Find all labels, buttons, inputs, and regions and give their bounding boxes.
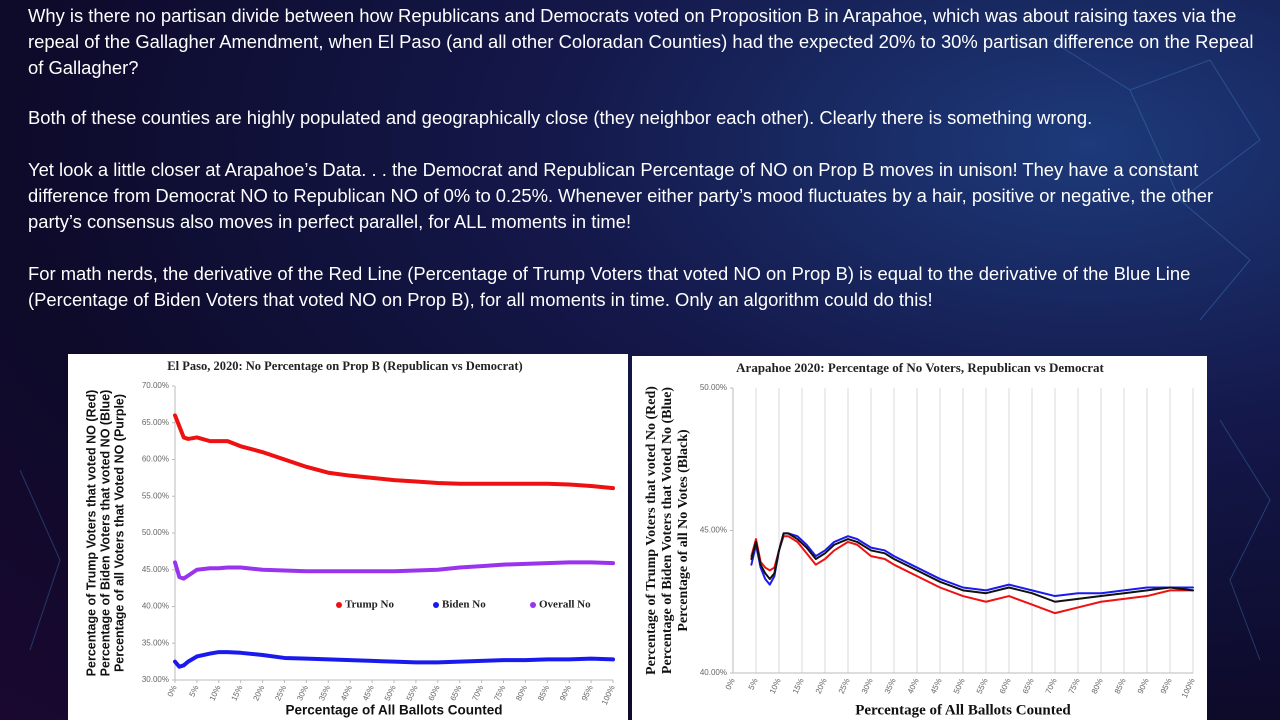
series-line: [750, 532, 1194, 603]
y-axis-label: Percentage of Trump Voters that voted NO…: [84, 390, 98, 677]
paragraph: Why is there no partisan divide between …: [28, 5, 1254, 78]
x-axis-label: Percentage of All Ballots Counted: [855, 702, 1071, 718]
x-tick-label: 5%: [747, 677, 760, 691]
y-tick-label: 65.00%: [142, 418, 169, 427]
legend-label: Overall No: [539, 599, 591, 611]
y-tick-label: 40.00%: [142, 602, 169, 611]
y-axis-label: Percentage of all No Votes (Black): [676, 429, 691, 632]
series-line: [173, 560, 615, 581]
x-tick-label: 0%: [166, 684, 179, 698]
y-tick-label: 45.00%: [142, 565, 169, 574]
paragraph: For math nerds, the derivative of the Re…: [28, 263, 1191, 310]
legend-swatch: [336, 602, 342, 608]
y-tick-label: 70.00%: [142, 381, 169, 390]
x-tick-label: 0%: [724, 677, 737, 691]
y-tick-label: 40.00%: [700, 668, 727, 677]
legend-swatch: [530, 602, 536, 608]
x-axis-label: Percentage of All Ballots Counted: [285, 703, 502, 718]
series-line: [173, 650, 615, 669]
paragraph: Both of these counties are highly popula…: [28, 107, 1093, 128]
y-tick-label: 55.00%: [142, 491, 169, 500]
y-tick-label: 50.00%: [142, 528, 169, 537]
y-tick-label: 50.00%: [700, 383, 727, 392]
x-tick-label: 5%: [188, 684, 201, 698]
y-axis-label: Percentage of Biden Voters that Voted No…: [660, 387, 675, 674]
chart-title: Arapahoe 2020: Percentage of No Voters, …: [736, 360, 1104, 375]
y-axis-label: Percentage of Trump Voters that voted No…: [644, 386, 659, 675]
y-tick-label: 30.00%: [142, 675, 169, 684]
y-tick-label: 60.00%: [142, 455, 169, 464]
y-axis-label: Percentage of all Voters that Voted NO (…: [112, 394, 126, 672]
chart-title: El Paso, 2020: No Percentage on Prop B (…: [167, 359, 522, 373]
legend-label: Trump No: [345, 599, 394, 611]
network-decoration: [19, 39, 1271, 661]
legend-swatch: [433, 602, 439, 608]
y-tick-label: 35.00%: [142, 638, 169, 647]
series-line: [173, 413, 615, 491]
chart-background: [632, 356, 1207, 720]
y-tick-label: 45.00%: [700, 526, 727, 535]
legend-label: Biden No: [442, 599, 486, 611]
y-axis-label: Percentage of Biden Voters that voted NO…: [98, 390, 112, 677]
paragraph: Yet look a little closer at Arapahoe’s D…: [28, 159, 1214, 232]
